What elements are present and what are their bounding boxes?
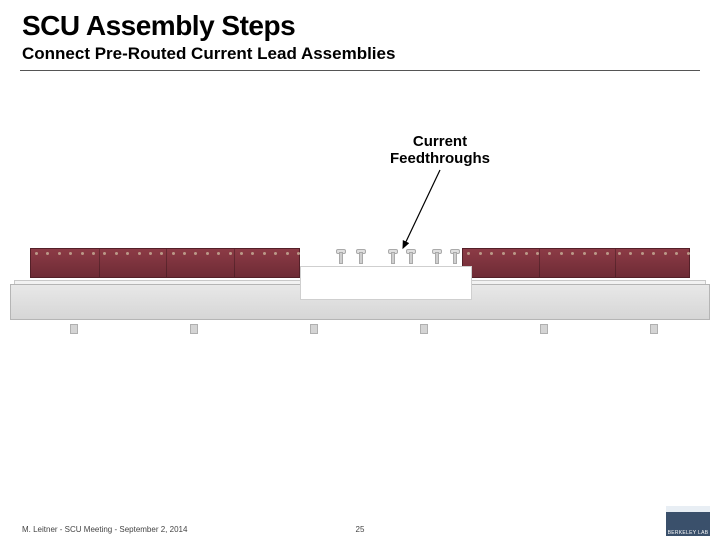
callout-line1: Current xyxy=(413,133,467,150)
rail-left xyxy=(30,248,300,278)
rivet xyxy=(92,252,95,255)
rivet xyxy=(217,252,220,255)
callout-label: Current Feedthroughs xyxy=(390,133,490,168)
footer-left: M. Leitner - SCU Meeting - September 2, … xyxy=(22,525,187,534)
rail-seam xyxy=(166,249,167,277)
rivet xyxy=(652,252,655,255)
rivet xyxy=(286,252,289,255)
feed-stem xyxy=(409,252,413,264)
rivet xyxy=(618,252,621,255)
rivet xyxy=(641,252,644,255)
rivet xyxy=(103,252,106,255)
support-leg xyxy=(650,324,658,334)
rivet xyxy=(583,252,586,255)
support-leg xyxy=(70,324,78,334)
rail-seam xyxy=(539,249,540,277)
rivet xyxy=(115,252,118,255)
rivet xyxy=(274,252,277,255)
rivet xyxy=(629,252,632,255)
rivet xyxy=(183,252,186,255)
rivet xyxy=(513,252,516,255)
callout-line2: Feedthroughs xyxy=(390,150,490,167)
rivet xyxy=(69,252,72,255)
feed-stem xyxy=(359,252,363,264)
rivet xyxy=(479,252,482,255)
rivet xyxy=(126,252,129,255)
feed-stem xyxy=(453,252,457,264)
current-feedthrough xyxy=(356,252,366,270)
slide: SCU Assembly Steps Connect Pre-Routed Cu… xyxy=(0,0,720,540)
rivet xyxy=(525,252,528,255)
rivet xyxy=(240,252,243,255)
rivet xyxy=(263,252,266,255)
rivet xyxy=(675,252,678,255)
slide-subtitle: Connect Pre-Routed Current Lead Assembli… xyxy=(22,44,395,64)
feed-stem xyxy=(435,252,439,264)
rivet xyxy=(229,252,232,255)
rivet xyxy=(81,252,84,255)
feed-stem xyxy=(339,252,343,264)
support-leg xyxy=(540,324,548,334)
rivet xyxy=(206,252,209,255)
feed-stem xyxy=(391,252,395,264)
mid-plate xyxy=(300,266,472,300)
rail-right xyxy=(462,248,690,278)
rivet xyxy=(138,252,141,255)
rivet xyxy=(194,252,197,255)
rivet xyxy=(35,252,38,255)
rivet xyxy=(502,252,505,255)
current-feedthrough xyxy=(450,252,460,270)
rivet xyxy=(594,252,597,255)
current-feedthrough xyxy=(336,252,346,270)
current-feedthrough xyxy=(406,252,416,270)
rivet xyxy=(58,252,61,255)
rivet xyxy=(490,252,493,255)
rail-seam xyxy=(99,249,100,277)
rivet xyxy=(172,252,175,255)
title-divider xyxy=(20,70,700,71)
support-leg xyxy=(420,324,428,334)
rivet xyxy=(297,252,300,255)
rivet xyxy=(606,252,609,255)
rivet xyxy=(687,252,690,255)
footer-page-small: 25 xyxy=(356,525,365,534)
rivet xyxy=(251,252,254,255)
rivet xyxy=(46,252,49,255)
lab-logo: BERKELEY LAB xyxy=(666,506,710,536)
rivet xyxy=(467,252,470,255)
support-leg xyxy=(310,324,318,334)
rivet xyxy=(160,252,163,255)
cad-assembly xyxy=(10,238,710,328)
current-feedthrough xyxy=(432,252,442,270)
rivet xyxy=(560,252,563,255)
slide-title: SCU Assembly Steps xyxy=(22,10,295,42)
rivet xyxy=(149,252,152,255)
rivet xyxy=(664,252,667,255)
rivet xyxy=(571,252,574,255)
rail-seam xyxy=(615,249,616,277)
rail-seam xyxy=(234,249,235,277)
current-feedthrough xyxy=(388,252,398,270)
support-leg xyxy=(190,324,198,334)
rivet xyxy=(548,252,551,255)
